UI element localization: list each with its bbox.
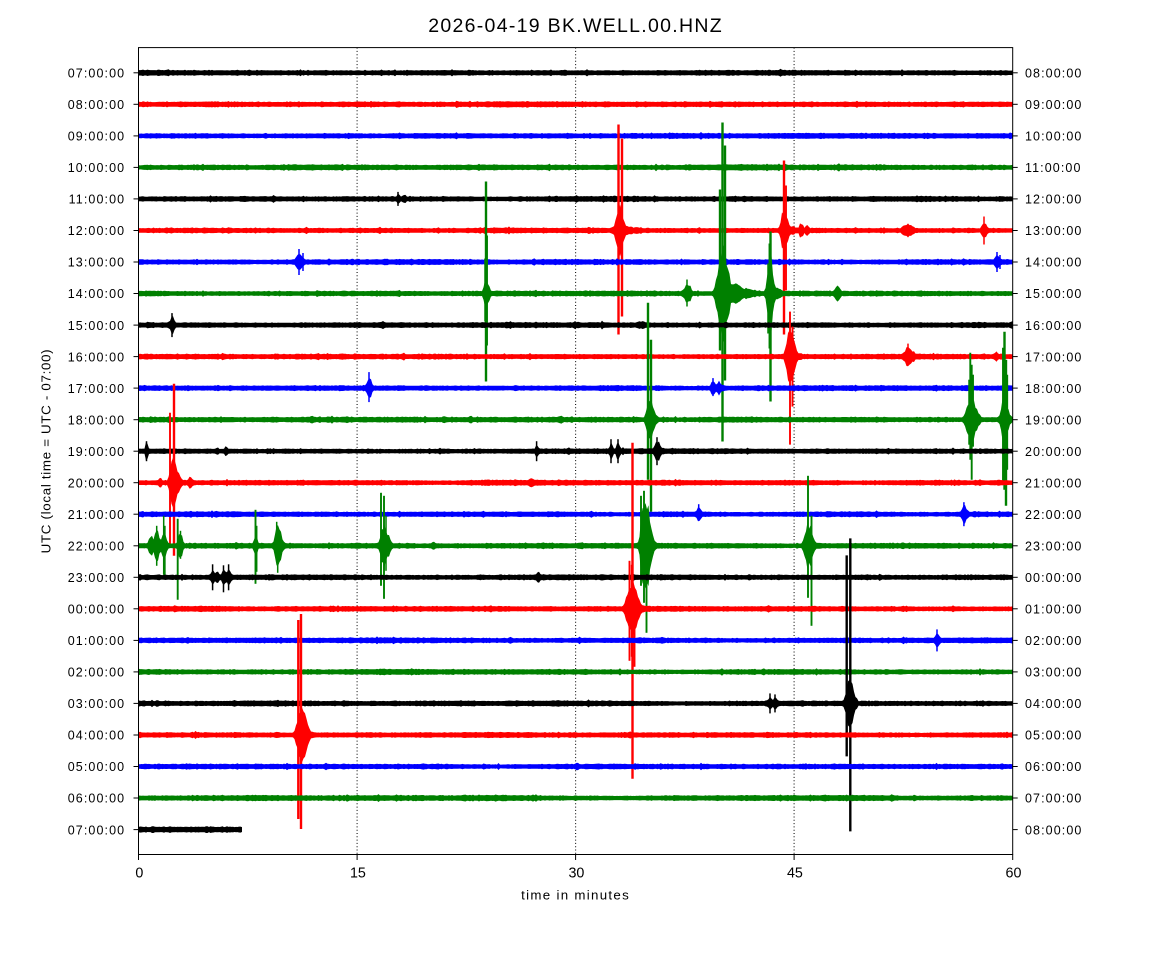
svg-text:03:00:00: 03:00:00: [68, 697, 125, 711]
svg-text:04:00:00: 04:00:00: [1025, 697, 1082, 711]
svg-text:60: 60: [1006, 866, 1022, 882]
svg-text:2026-04-19 BK.WELL.00.HNZ: 2026-04-19 BK.WELL.00.HNZ: [428, 15, 723, 37]
svg-text:15:00:00: 15:00:00: [1025, 287, 1082, 301]
svg-text:09:00:00: 09:00:00: [1025, 98, 1082, 112]
svg-text:12:00:00: 12:00:00: [68, 224, 125, 238]
svg-text:17:00:00: 17:00:00: [1025, 350, 1082, 364]
svg-text:16:00:00: 16:00:00: [68, 350, 125, 364]
svg-text:21:00:00: 21:00:00: [68, 508, 125, 522]
svg-text:30: 30: [568, 866, 584, 882]
svg-text:12:00:00: 12:00:00: [1025, 193, 1082, 207]
svg-text:00:00:00: 00:00:00: [68, 603, 125, 617]
svg-text:02:00:00: 02:00:00: [68, 666, 125, 680]
svg-text:10:00:00: 10:00:00: [68, 161, 125, 175]
svg-text:07:00:00: 07:00:00: [68, 823, 125, 837]
svg-text:13:00:00: 13:00:00: [1025, 224, 1082, 238]
svg-text:06:00:00: 06:00:00: [68, 792, 125, 806]
svg-text:18:00:00: 18:00:00: [1025, 382, 1082, 396]
svg-text:03:00:00: 03:00:00: [1025, 666, 1082, 680]
svg-text:13:00:00: 13:00:00: [68, 256, 125, 270]
svg-text:04:00:00: 04:00:00: [68, 729, 125, 743]
svg-text:05:00:00: 05:00:00: [1025, 729, 1082, 743]
svg-text:08:00:00: 08:00:00: [68, 98, 125, 112]
svg-text:07:00:00: 07:00:00: [1025, 792, 1082, 806]
svg-text:45: 45: [787, 866, 803, 882]
svg-text:22:00:00: 22:00:00: [1025, 508, 1082, 522]
svg-text:16:00:00: 16:00:00: [1025, 319, 1082, 333]
svg-text:UTC (local time = UTC - 07:00): UTC (local time = UTC - 07:00): [39, 349, 54, 554]
svg-text:11:00:00: 11:00:00: [1025, 161, 1082, 175]
svg-text:09:00:00: 09:00:00: [68, 130, 125, 144]
svg-text:time in minutes: time in minutes: [521, 888, 630, 903]
svg-text:11:00:00: 11:00:00: [69, 193, 126, 207]
svg-text:20:00:00: 20:00:00: [68, 476, 125, 490]
svg-text:23:00:00: 23:00:00: [1025, 540, 1082, 554]
svg-text:14:00:00: 14:00:00: [1025, 256, 1082, 270]
svg-text:15: 15: [350, 866, 366, 882]
svg-text:22:00:00: 22:00:00: [68, 540, 125, 554]
svg-text:20:00:00: 20:00:00: [1025, 445, 1082, 459]
svg-text:02:00:00: 02:00:00: [1025, 634, 1082, 648]
svg-text:0: 0: [135, 866, 143, 882]
svg-text:01:00:00: 01:00:00: [1025, 603, 1082, 617]
svg-text:17:00:00: 17:00:00: [68, 382, 125, 396]
svg-text:15:00:00: 15:00:00: [68, 319, 125, 333]
svg-text:23:00:00: 23:00:00: [68, 571, 125, 585]
svg-text:08:00:00: 08:00:00: [1025, 67, 1082, 81]
svg-text:14:00:00: 14:00:00: [68, 287, 125, 301]
svg-text:08:00:00: 08:00:00: [1025, 823, 1082, 837]
svg-text:10:00:00: 10:00:00: [1025, 130, 1082, 144]
svg-text:19:00:00: 19:00:00: [68, 445, 125, 459]
svg-text:19:00:00: 19:00:00: [1025, 413, 1082, 427]
svg-text:06:00:00: 06:00:00: [1025, 760, 1082, 774]
svg-text:00:00:00: 00:00:00: [1025, 571, 1082, 585]
svg-text:01:00:00: 01:00:00: [68, 634, 125, 648]
svg-text:21:00:00: 21:00:00: [1025, 476, 1082, 490]
svg-text:18:00:00: 18:00:00: [68, 413, 125, 427]
svg-text:05:00:00: 05:00:00: [68, 760, 125, 774]
svg-text:07:00:00: 07:00:00: [68, 67, 125, 81]
